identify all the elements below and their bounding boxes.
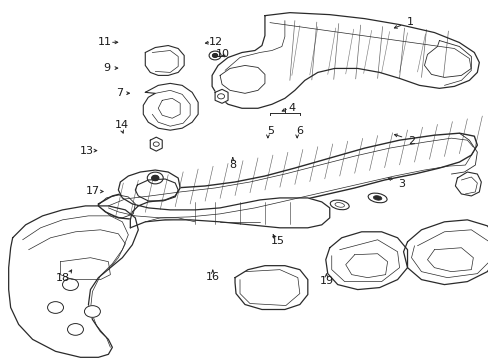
Polygon shape: [143, 84, 198, 130]
Circle shape: [212, 54, 217, 57]
Ellipse shape: [367, 193, 386, 203]
Text: 10: 10: [216, 49, 229, 59]
Polygon shape: [454, 172, 480, 196]
Text: 11: 11: [98, 37, 111, 47]
Polygon shape: [145, 45, 184, 75]
Circle shape: [62, 279, 78, 291]
Polygon shape: [235, 266, 307, 310]
Text: 4: 4: [288, 103, 295, 113]
Text: 19: 19: [319, 276, 333, 286]
Circle shape: [67, 324, 83, 335]
Text: 18: 18: [56, 273, 70, 283]
Text: 5: 5: [266, 126, 273, 136]
Ellipse shape: [334, 203, 344, 207]
Polygon shape: [150, 137, 162, 151]
Circle shape: [217, 94, 224, 99]
Circle shape: [153, 142, 159, 146]
Text: 16: 16: [205, 272, 219, 282]
Text: 3: 3: [397, 179, 404, 189]
Text: 12: 12: [209, 37, 223, 47]
Text: 17: 17: [86, 186, 100, 197]
Polygon shape: [212, 13, 478, 108]
Text: 6: 6: [296, 126, 303, 136]
Text: 8: 8: [229, 159, 236, 170]
Polygon shape: [98, 133, 476, 220]
Circle shape: [209, 51, 221, 60]
Circle shape: [47, 302, 63, 313]
Polygon shape: [9, 206, 138, 357]
Circle shape: [147, 172, 163, 184]
Ellipse shape: [329, 200, 348, 210]
Polygon shape: [215, 89, 227, 103]
Polygon shape: [403, 220, 488, 285]
Text: 7: 7: [115, 88, 122, 98]
Ellipse shape: [372, 195, 381, 200]
Polygon shape: [135, 179, 178, 201]
Text: 9: 9: [103, 63, 110, 73]
Circle shape: [84, 306, 100, 318]
Text: 2: 2: [407, 136, 414, 146]
Text: 1: 1: [406, 17, 413, 27]
Text: 14: 14: [114, 121, 128, 130]
Circle shape: [151, 175, 159, 181]
Text: 15: 15: [270, 236, 284, 246]
Polygon shape: [325, 232, 407, 289]
Polygon shape: [118, 170, 329, 228]
Text: 13: 13: [80, 145, 93, 156]
